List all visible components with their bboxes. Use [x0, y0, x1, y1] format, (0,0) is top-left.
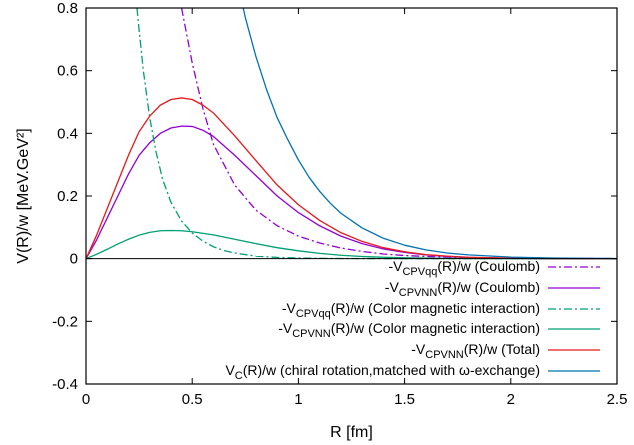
- x-tick-label: 1.5: [394, 391, 415, 408]
- legend-label-6: VC(R)/w (chiral rotation,matched with ω-…: [225, 362, 540, 382]
- y-tick-label: 0.4: [57, 125, 78, 142]
- tick-labels: 0 0.5 1 1.5 2 2.5 -0.4 -0.2 0 0.2 0.4 0.6 0.8: [52, 0, 627, 408]
- series-line-4: [86, 229, 617, 260]
- y-axis-label: V(R)/w [MeV.GeV²]: [15, 128, 32, 263]
- legend-label-1: -VCPVqq(R)/w (Coulomb): [388, 258, 540, 278]
- x-tick-label: 2: [507, 391, 515, 408]
- y-tick-label: 0.8: [57, 0, 78, 17]
- y-tick-label: 0: [70, 251, 78, 268]
- y-tick-label: -0.4: [52, 376, 78, 393]
- x-axis-label: R [fm]: [330, 424, 373, 441]
- series-line-2: [86, 125, 617, 260]
- series-layer: [86, 8, 617, 260]
- y-tick-label: 0.6: [57, 63, 78, 80]
- y-tick-label: 0.2: [57, 188, 78, 205]
- ticks-layer: [85, 7, 618, 385]
- series-line-5: [86, 97, 617, 260]
- legend: -VCPVqq(R)/w (Coulomb)-VCPVNN(R)/w (Coul…: [225, 258, 600, 382]
- legend-label-4: -VCPVNN(R)/w (Color magnetic interaction…: [278, 320, 540, 340]
- legend-label-5: -VCPVNN(R)/w (Total): [411, 341, 540, 361]
- y-tick-label: -0.2: [52, 313, 78, 330]
- legend-label-2: -VCPVNN(R)/w (Coulomb): [385, 279, 540, 299]
- series-line-6: [242, 8, 617, 260]
- x-tick-label: 1: [294, 391, 302, 408]
- series-line-1: [180, 8, 617, 260]
- legend-label-3: -VCPVqq(R)/w (Color magnetic interaction…: [282, 300, 540, 320]
- x-tick-label: 0: [82, 391, 90, 408]
- x-tick-label: 0.5: [182, 391, 203, 408]
- x-tick-label: 2.5: [607, 391, 628, 408]
